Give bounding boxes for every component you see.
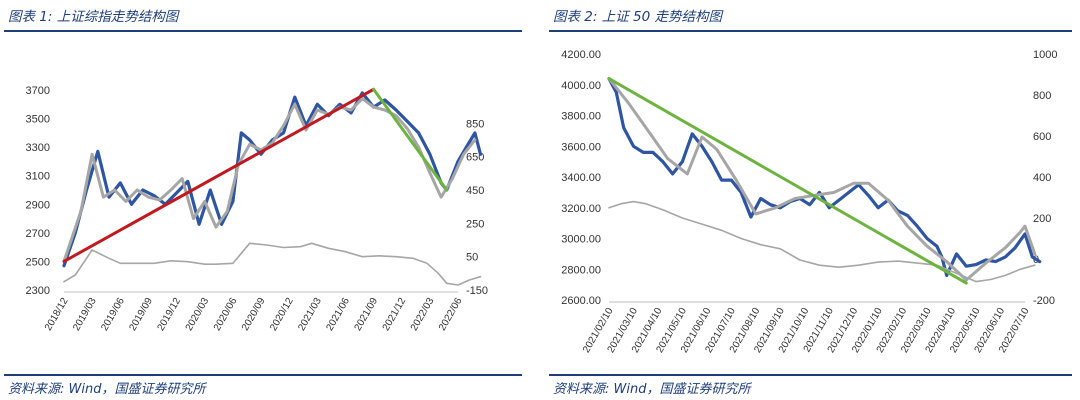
series-line-2 — [608, 200, 1036, 283]
y-right-tick-label: 50 — [466, 252, 478, 264]
y-left-tick-label: 2900 — [26, 199, 50, 211]
y-left-tick-label: 3400.00 — [561, 172, 601, 184]
y-left-tick-label: 3200.00 — [561, 203, 601, 215]
y-left-tick-label: 2500 — [26, 256, 50, 268]
series-line-0 — [607, 76, 1042, 277]
y-left-tick-label: 3500 — [26, 114, 50, 126]
series-line-3 — [62, 87, 376, 263]
sse50-chart: 4200.00 4000.00 3800.00 3600.00 3400.00 3200.… — [561, 49, 1057, 355]
y-right-tick-label: 200 — [1033, 213, 1051, 225]
x-tick-label: 2020/12 — [268, 296, 296, 333]
x-tick-label: 2019/12 — [156, 296, 184, 333]
x-tick-label: 2022/06 — [437, 296, 465, 333]
y-right-tick-label: 400 — [1033, 172, 1051, 184]
y-right-tick-label: 600 — [1033, 131, 1051, 143]
x-tick-label: 2019/09 — [127, 296, 155, 333]
y-left-tick-label: 3700 — [26, 85, 50, 97]
chart-panel-sse-composite: 图表 1: 上证综指走势结构图 3700 3500 3300 3100 2900 2700… — [0, 0, 530, 400]
x-tick-label: 2020/03 — [184, 296, 212, 333]
chart-source: 资料来源: Wind，国盛证券研究所 — [8, 382, 206, 397]
chart-source: 资料来源: Wind，国盛证券研究所 — [553, 382, 751, 397]
series-line-3 — [607, 77, 968, 285]
y-left-tick-label: 2700 — [26, 228, 50, 240]
y-left-tick-label: 3300 — [26, 142, 50, 154]
y-left-tick-label: 2300 — [26, 285, 50, 297]
y-right-tick-label: -150 — [466, 285, 488, 297]
x-tick-label: 2021/03 — [296, 296, 324, 333]
y-right-tick-label: 800 — [1033, 90, 1051, 102]
series-line-0 — [62, 91, 483, 268]
y-left-tick-label: 3800.00 — [561, 111, 601, 123]
x-tick-label: 2022/03 — [409, 296, 437, 333]
source-divider — [549, 374, 1072, 376]
x-tick-label: 2019/06 — [99, 296, 127, 333]
x-tick-label: 2020/09 — [240, 296, 268, 333]
title-divider — [549, 30, 1072, 32]
y-right-tick-label: 450 — [466, 185, 484, 197]
y-right-tick-label: 850 — [466, 118, 484, 130]
series-line-2 — [63, 242, 482, 286]
series-line-4 — [372, 87, 449, 192]
x-tick-label: 2020/06 — [212, 296, 240, 333]
x-tick-label: 2018/12 — [43, 296, 71, 333]
series-line-1 — [607, 77, 1037, 282]
title-divider — [4, 30, 522, 32]
x-tick-label: 2021/09 — [353, 296, 381, 333]
y-right-tick-label: 250 — [466, 218, 484, 230]
y-left-tick-label: 2600.00 — [561, 295, 601, 307]
y-left-tick-label: 4000.00 — [561, 80, 601, 92]
y-left-tick-label: 3600.00 — [561, 141, 601, 153]
y-left-tick-label: 4200.00 — [561, 49, 601, 61]
x-tick-label: 2021/12 — [381, 296, 409, 333]
chart-title: 图表 2: 上证 50 走势结构图 — [553, 9, 722, 25]
y-right-tick-label: 1000 — [1033, 49, 1057, 61]
chart-panel-sse50: 图表 2: 上证 50 走势结构图 4200.00 4000.00 3800.00 3… — [545, 0, 1080, 400]
x-tick-label: 2019/03 — [71, 296, 99, 333]
y-left-tick-label: 3100 — [26, 171, 50, 183]
x-tick-label: 2021/06 — [324, 296, 352, 333]
series-line-1 — [62, 97, 477, 263]
y-right-tick-label: -200 — [1033, 295, 1055, 307]
sse-composite-chart: 3700350033003100290027002500230085065045… — [26, 85, 489, 333]
source-divider — [4, 374, 522, 376]
y-left-tick-label: 2800.00 — [561, 264, 601, 276]
y-left-tick-label: 3000.00 — [561, 234, 601, 246]
chart-title: 图表 1: 上证综指走势结构图 — [8, 9, 179, 25]
